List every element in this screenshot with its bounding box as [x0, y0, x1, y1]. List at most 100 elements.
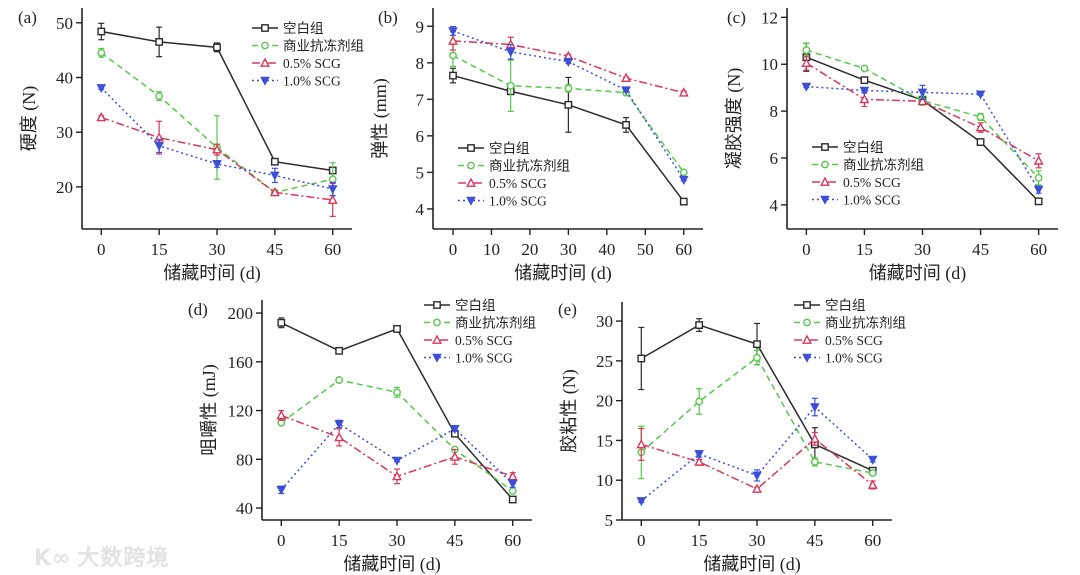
legend-label: 商业抗冻剂组 [489, 159, 570, 174]
x-axis-title: 储藏时间 (d) [869, 263, 967, 284]
legend-marker [820, 176, 830, 186]
legend-label: 1.0% SCG [489, 194, 547, 209]
data-point [868, 469, 877, 477]
data-point [975, 90, 986, 100]
y-tick-label: 15 [596, 431, 613, 450]
legend-label: 0.5% SCG [455, 333, 513, 348]
data-point [1034, 197, 1043, 206]
data-point [564, 100, 573, 109]
panel-label: (a) [18, 8, 37, 27]
legend-label: 0.5% SCG [489, 176, 547, 191]
data-point [678, 175, 689, 185]
x-tick-label: 20 [521, 240, 538, 259]
data-point [621, 86, 631, 96]
legend-marker [432, 334, 442, 344]
y-tick-label: 10 [761, 55, 778, 74]
data-point [564, 84, 573, 93]
data-point [1033, 155, 1044, 165]
data-point [867, 455, 878, 465]
data-point [449, 71, 457, 80]
data-point [860, 76, 869, 85]
legend-label: 商业抗冻剂组 [843, 158, 924, 173]
data-point [335, 346, 344, 355]
y-tick-label: 4 [770, 196, 779, 215]
data-point [694, 456, 705, 466]
panel-b: (b) 0 10 20 30 40 50 60 4 5 6 7 8 9 储藏时间 (d) 弹性 (mm) 空白组… [370, 8, 703, 284]
series-line [101, 116, 333, 201]
data-point [563, 57, 574, 67]
data-point [801, 57, 812, 67]
data-point [637, 354, 646, 363]
legend-marker [433, 301, 441, 309]
x-tick-label: 45 [972, 240, 989, 259]
data-point [976, 138, 985, 146]
data-point [270, 171, 280, 181]
x-tick-label: 15 [856, 240, 873, 259]
data-point [328, 175, 337, 184]
y-tick-label: 40 [236, 499, 253, 518]
legend-marker [821, 160, 829, 169]
data-point [752, 471, 762, 481]
data-point [694, 450, 704, 460]
watermark: K∞ 大数跨境 [34, 540, 169, 572]
data-point [212, 160, 222, 170]
x-tick-label: 15 [151, 240, 168, 259]
legend-label: 0.5% SCG [283, 56, 341, 71]
y-tick-label: 80 [236, 450, 253, 469]
series-3 [448, 26, 689, 185]
panel-label: (e) [558, 300, 577, 319]
legend-marker [260, 76, 270, 86]
series-3 [801, 82, 1044, 195]
panel-a: (a) 0 15 30 45 60 20 30 40 50 储藏时间 (d) 硬度 (N) 空白组商业抗… [18, 8, 364, 284]
data-point [277, 318, 286, 327]
series-2 [636, 427, 878, 493]
legend-label: 0.5% SCG [843, 175, 901, 190]
legend-label: 1.0% SCG [283, 74, 341, 89]
legend-marker [261, 24, 269, 32]
data-point [695, 397, 704, 406]
data-point [695, 321, 704, 329]
panel-c: (c) 0 15 30 45 60 4 6 8 10 12 储藏时间 (d) 凝胶强度 (N) 空白组商业… [724, 8, 1058, 284]
y-tick-label: 6 [770, 149, 779, 168]
data-point [752, 483, 762, 493]
data-point [1034, 174, 1043, 182]
series-line [805, 62, 1040, 162]
x-tick-label: 30 [389, 531, 406, 550]
series-line [806, 56, 1040, 202]
legend-label: 空白组 [489, 141, 530, 156]
x-tick-label: 45 [446, 531, 463, 550]
x-axis-title: 储藏时间 (d) [163, 263, 261, 284]
x-tick-label: 10 [483, 240, 500, 259]
y-tick-label: 7 [416, 90, 425, 109]
x-tick-label: 45 [806, 531, 823, 550]
y-axis-title: 咀嚼性 (mJ) [199, 364, 220, 456]
data-point [917, 95, 928, 106]
y-tick-label: 10 [596, 471, 613, 490]
y-axis-title: 胶粘性 (N) [559, 369, 580, 453]
data-point [636, 438, 647, 449]
data-point [976, 113, 985, 121]
y-tick-label: 5 [605, 511, 614, 530]
legend-marker [466, 196, 476, 206]
x-tick-label: 30 [914, 240, 931, 259]
legend-label: 商业抗冻剂组 [455, 316, 536, 331]
x-tick-label: 60 [864, 531, 881, 550]
x-tick-label: 0 [97, 240, 106, 259]
data-point [96, 111, 107, 122]
data-point [505, 48, 516, 58]
legend-marker [466, 177, 476, 187]
data-point [335, 376, 344, 384]
legend-label: 1.0% SCG [825, 351, 883, 366]
series-line [452, 30, 685, 181]
legend-marker [433, 318, 441, 327]
data-point [506, 81, 515, 90]
data-point [810, 458, 819, 466]
y-axis-title: 弹性 (mm) [370, 78, 391, 159]
series-2 [276, 409, 518, 485]
x-tick-label: 50 [637, 240, 654, 259]
data-point [393, 388, 401, 397]
data-point [801, 82, 812, 92]
